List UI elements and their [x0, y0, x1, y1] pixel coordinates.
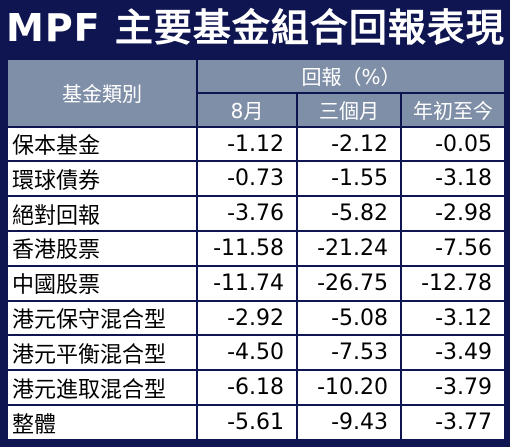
mpf-returns-table: 基金類別 回報（%） 8月 三個月 年初至今 保本基金 -1.12 -2.12 … — [6, 58, 506, 441]
fund-name: 絕對回報 — [6, 195, 198, 233]
fund-name: 港元保守混合型 — [6, 299, 198, 337]
return-value: -21.24 — [296, 230, 402, 267]
return-value: -3.76 — [196, 195, 298, 233]
return-value: -2.92 — [196, 299, 298, 337]
header-period-ytd: 年初至今 — [400, 91, 506, 128]
return-value: -7.56 — [400, 230, 506, 267]
return-value: -3.77 — [400, 404, 506, 441]
return-value: -10.20 — [296, 369, 402, 407]
table-row: 香港股票 -11.58 -21.24 -7.56 — [6, 230, 506, 267]
return-value: -26.75 — [296, 264, 402, 302]
header-period-three-months: 三個月 — [296, 91, 402, 128]
return-value: -5.08 — [296, 299, 402, 337]
fund-name: 中國股票 — [6, 264, 198, 302]
return-value: -0.73 — [196, 160, 298, 198]
return-value: -7.53 — [296, 334, 402, 372]
return-value: -2.12 — [296, 125, 402, 163]
return-value: -9.43 — [296, 404, 402, 441]
fund-name: 整體 — [6, 404, 198, 441]
return-value: -2.98 — [400, 195, 506, 233]
return-value: -1.12 — [196, 125, 298, 163]
table-row: 港元平衡混合型 -4.50 -7.53 -3.49 — [6, 334, 506, 372]
return-value: -1.55 — [296, 160, 402, 198]
table-row: 中國股票 -11.74 -26.75 -12.78 — [6, 264, 506, 302]
table-row: 港元保守混合型 -2.92 -5.08 -3.12 — [6, 299, 506, 337]
return-value: -5.82 — [296, 195, 402, 233]
table-row-total: 整體 -5.61 -9.43 -3.77 — [6, 404, 506, 441]
return-value: -3.18 — [400, 160, 506, 198]
return-value: -6.18 — [196, 369, 298, 407]
fund-name: 香港股票 — [6, 230, 198, 267]
table-row: 環球債券 -0.73 -1.55 -3.18 — [6, 160, 506, 198]
header-period-august: 8月 — [196, 91, 298, 128]
return-value: -11.74 — [196, 264, 298, 302]
table-row: 保本基金 -1.12 -2.12 -0.05 — [6, 125, 506, 163]
fund-name: 港元平衡混合型 — [6, 334, 198, 372]
header-returns: 回報（%） — [196, 58, 506, 94]
fund-name: 保本基金 — [6, 125, 198, 163]
return-value: -3.12 — [400, 299, 506, 337]
table-row: 港元進取混合型 -6.18 -10.20 -3.79 — [6, 369, 506, 407]
return-value: -5.61 — [196, 404, 298, 441]
return-value: -0.05 — [400, 125, 506, 163]
fund-name: 環球債券 — [6, 160, 198, 198]
return-value: -3.79 — [400, 369, 506, 407]
return-value: -3.49 — [400, 334, 506, 372]
fund-name: 港元進取混合型 — [6, 369, 198, 407]
return-value: -4.50 — [196, 334, 298, 372]
return-value: -12.78 — [400, 264, 506, 302]
table-row: 絕對回報 -3.76 -5.82 -2.98 — [6, 195, 506, 233]
page-title: MPF 主要基金組合回報表現 — [6, 6, 505, 50]
return-value: -11.58 — [196, 230, 298, 267]
header-category: 基金類別 — [6, 58, 198, 128]
